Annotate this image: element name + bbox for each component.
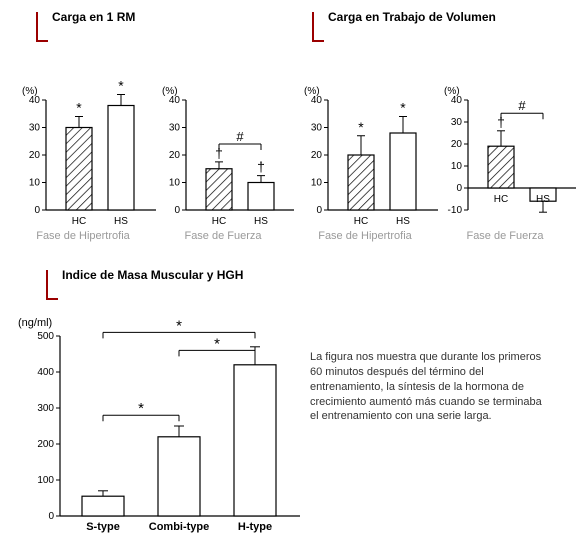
svg-text:0: 0 — [34, 205, 40, 216]
title-3-bracket — [46, 270, 58, 300]
svg-text:HS: HS — [536, 194, 550, 205]
svg-text:HS: HS — [254, 216, 268, 227]
svg-text:10: 10 — [29, 178, 41, 189]
svg-text:0: 0 — [456, 183, 462, 194]
svg-text:*: * — [176, 317, 182, 334]
svg-text:200: 200 — [37, 439, 54, 450]
chart-1: 010203040(%)*HC*HS010203040(%)†HC†HS#Fas… — [14, 78, 294, 253]
svg-text:*: * — [138, 400, 144, 417]
svg-text:-10: -10 — [448, 205, 463, 216]
svg-text:*: * — [76, 100, 82, 116]
svg-text:(%): (%) — [162, 86, 178, 97]
title-1-text: Carga en 1 RM — [52, 10, 135, 24]
svg-text:400: 400 — [37, 367, 54, 378]
title-3-text: Indice de Masa Muscular y HGH — [62, 268, 243, 282]
svg-text:(ng/ml): (ng/ml) — [18, 317, 52, 329]
svg-text:20: 20 — [451, 139, 463, 150]
phase-label: Fase de Fuerza — [158, 230, 288, 242]
title-2-bracket — [312, 12, 324, 42]
title-2-text: Carga en Trabajo de Volumen — [328, 10, 496, 24]
svg-text:10: 10 — [451, 161, 463, 172]
caption-text: La figura nos muestra que durante los pr… — [310, 350, 545, 424]
svg-text:HS: HS — [114, 216, 128, 227]
svg-text:†: † — [257, 159, 265, 175]
phase-label: Fase de Hipertrofia — [18, 230, 148, 242]
svg-text:HS: HS — [396, 216, 410, 227]
svg-text:0: 0 — [316, 205, 322, 216]
svg-text:20: 20 — [169, 150, 181, 161]
svg-text:20: 20 — [311, 150, 323, 161]
title-3-wrap: Indice de Masa Muscular y HGH — [46, 268, 243, 300]
svg-text:*: * — [358, 119, 364, 135]
svg-text:H-type: H-type — [238, 521, 272, 533]
svg-text:(%): (%) — [444, 86, 460, 97]
svg-text:(%): (%) — [304, 86, 320, 97]
title-1-wrap: Carga en 1 RM — [36, 10, 135, 42]
svg-text:Combi-type: Combi-type — [149, 521, 210, 533]
svg-text:#: # — [518, 98, 526, 113]
svg-text:*: * — [400, 100, 406, 116]
svg-text:10: 10 — [169, 178, 181, 189]
svg-text:*: * — [214, 335, 220, 352]
svg-text:(%): (%) — [22, 86, 38, 97]
svg-text:10: 10 — [311, 178, 323, 189]
title-1-bracket — [36, 12, 48, 42]
svg-text:0: 0 — [48, 511, 54, 522]
svg-text:30: 30 — [29, 123, 41, 134]
svg-text:30: 30 — [169, 123, 181, 134]
svg-text:HC: HC — [494, 194, 508, 205]
svg-text:HC: HC — [72, 216, 86, 227]
svg-text:*: * — [118, 78, 124, 94]
svg-text:0: 0 — [174, 205, 180, 216]
svg-text:500: 500 — [37, 331, 54, 342]
chart-2: 010203040(%)*HC*HS-10010203040(%)†HCHS#F… — [296, 78, 576, 253]
svg-text:30: 30 — [311, 123, 323, 134]
svg-text:300: 300 — [37, 403, 54, 414]
svg-text:20: 20 — [29, 150, 41, 161]
svg-text:30: 30 — [451, 117, 463, 128]
phase-label: Fase de Fuerza — [440, 230, 570, 242]
svg-text:#: # — [236, 129, 244, 144]
chart-3: 0 100 200 300 400 500 (ng/ml) S-type Combi-type H… — [14, 300, 314, 540]
title-2-wrap: Carga en Trabajo de Volumen — [312, 10, 496, 42]
svg-text:S-type: S-type — [86, 521, 120, 533]
svg-text:HC: HC — [354, 216, 368, 227]
phase-label: Fase de Hipertrofia — [300, 230, 430, 242]
svg-text:100: 100 — [37, 475, 54, 486]
svg-text:HC: HC — [212, 216, 226, 227]
